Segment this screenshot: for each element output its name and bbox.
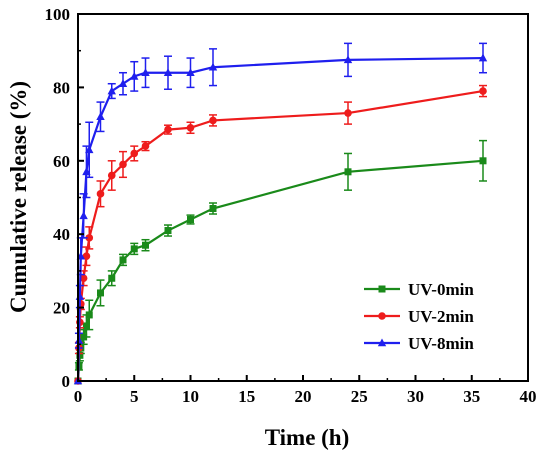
point-0-8 xyxy=(108,274,116,282)
point-0-5 xyxy=(82,322,90,330)
point-2-12 xyxy=(163,68,173,77)
point-2-9 xyxy=(118,79,128,88)
point-2-16 xyxy=(478,53,488,62)
point-0-2 xyxy=(76,351,84,359)
x-tick-label-0: 0 xyxy=(74,387,83,406)
x-tick-label-4: 20 xyxy=(295,387,312,406)
legend-entry-1: UV-2min xyxy=(364,307,474,326)
point-2-10 xyxy=(130,71,139,80)
point-1-12 xyxy=(164,125,172,134)
point-2-15 xyxy=(343,55,353,64)
y-tick-label-4: 80 xyxy=(53,78,70,97)
point-1-7 xyxy=(96,190,105,198)
point-0-13 xyxy=(187,216,194,224)
point-0-10 xyxy=(130,245,138,253)
legend-marker-0 xyxy=(378,285,386,293)
point-0-14 xyxy=(209,205,217,213)
point-0-15 xyxy=(344,168,352,176)
point-1-14 xyxy=(209,116,217,125)
legend-label-0: UV-0min xyxy=(408,280,474,299)
x-tick-label-5: 25 xyxy=(351,387,368,406)
x-axis-title: Time (h) xyxy=(265,425,350,450)
point-0-6 xyxy=(85,311,93,319)
y-tick-label-3: 60 xyxy=(53,152,70,171)
point-2-11 xyxy=(141,68,150,77)
point-2-8 xyxy=(107,86,116,95)
x-tick-label-1: 5 xyxy=(130,387,139,406)
point-2-6 xyxy=(85,145,94,154)
legend: UV-0min UV-2min UV-8min xyxy=(364,280,474,353)
point-1-8 xyxy=(107,171,116,180)
legend-entry-0: UV-0min xyxy=(364,280,474,299)
x-tick-label-2: 10 xyxy=(182,387,199,406)
legend-swatch-1 xyxy=(364,312,400,320)
legend-label-1: UV-2min xyxy=(408,307,474,326)
y-axis-title: Cumulative release (%) xyxy=(6,81,31,313)
point-1-11 xyxy=(141,142,150,150)
x-tick-label-8: 40 xyxy=(520,387,537,406)
point-2-14 xyxy=(208,62,218,71)
point-1-4 xyxy=(79,274,88,283)
point-0-9 xyxy=(119,256,127,264)
y-tick-label-5: 100 xyxy=(45,5,71,24)
x-tick-label-3: 15 xyxy=(238,387,255,406)
legend-entry-2: UV-8min xyxy=(364,334,474,353)
point-0-12 xyxy=(164,227,172,235)
y-tick-label-1: 20 xyxy=(53,299,70,318)
ticks-layer: 0 5 10 15 20 25 30 35 40 0 20 40 60 80 100 xyxy=(45,5,537,406)
point-1-10 xyxy=(130,149,139,158)
point-2-13 xyxy=(186,68,195,77)
point-0-16 xyxy=(479,157,487,165)
legend-swatch-0 xyxy=(364,285,400,293)
point-0-7 xyxy=(97,289,104,297)
legend-swatch-2 xyxy=(364,338,400,347)
x-tick-label-6: 30 xyxy=(407,387,424,406)
point-2-4 xyxy=(79,211,88,220)
point-1-15 xyxy=(344,109,352,117)
point-1-5 xyxy=(82,252,91,261)
x-tick-label-7: 35 xyxy=(463,387,480,406)
legend-marker-2 xyxy=(377,338,387,347)
legend-marker-1 xyxy=(378,312,386,320)
point-2-7 xyxy=(96,112,105,121)
legend-label-2: UV-8min xyxy=(408,334,474,353)
point-1-16 xyxy=(479,87,487,95)
point-0-11 xyxy=(142,241,149,249)
point-1-13 xyxy=(186,123,195,132)
point-1-9 xyxy=(119,160,127,169)
series-2 xyxy=(73,42,488,385)
point-1-6 xyxy=(85,234,94,242)
series-line-2 xyxy=(76,56,484,382)
marks-layer xyxy=(73,42,488,385)
y-tick-label-0: 0 xyxy=(62,372,71,391)
y-tick-label-2: 40 xyxy=(53,225,70,244)
